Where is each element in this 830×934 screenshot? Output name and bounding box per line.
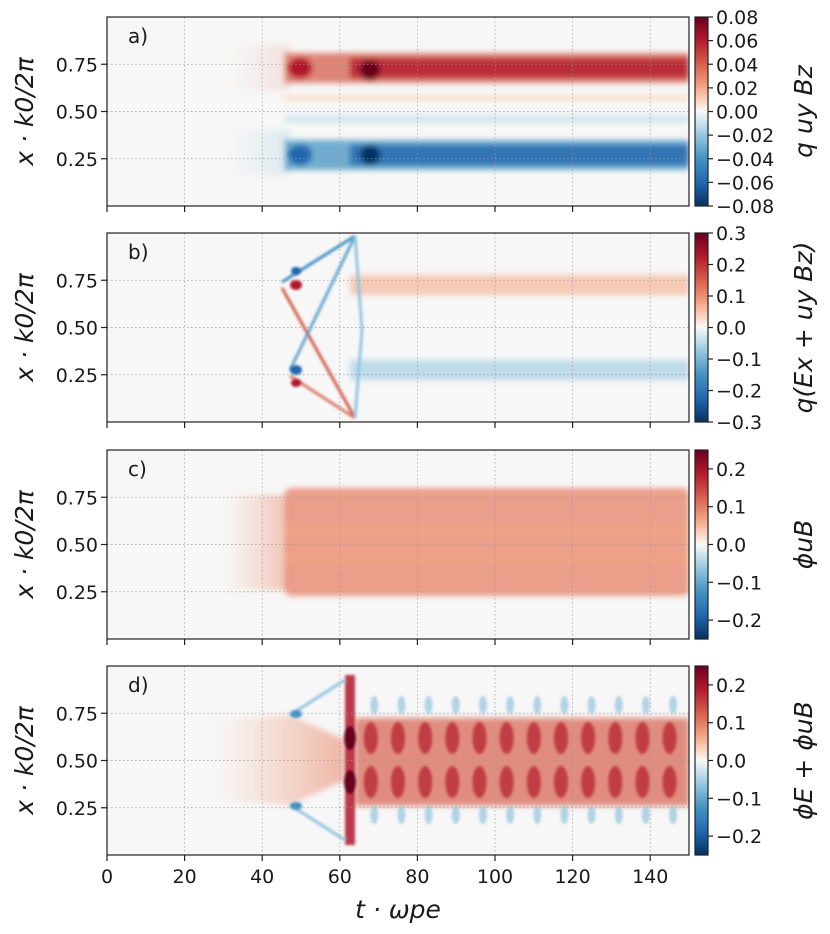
colorbar-tick-label: 0.1 [716,286,746,308]
colorbar-tick-label: 0.00 [716,102,758,124]
y-tick-label: 0.25 [56,149,98,171]
x-tick-label: 140 [632,866,668,888]
y-tick-label: 0.50 [56,751,98,773]
colorbar-tick-label: −0.2 [716,381,762,403]
y-tick-label: 0.75 [56,54,98,76]
colorbar-tick-label: 0.2 [716,459,746,481]
y-tick-label: 0.50 [56,318,98,340]
x-tick-label: 80 [405,866,429,888]
heatmap-d [107,666,689,855]
colorbar-tick-label: 0.0 [716,318,746,340]
y-tick-label: 0.50 [56,102,98,124]
colorbar-tick-label: 0.0 [716,751,746,773]
heatmap-a [107,17,689,206]
colorbar-tick-label: −0.04 [716,149,774,171]
colorbar-tick-label: −0.02 [716,125,774,147]
colorbar-tick-label: 0.08 [716,7,758,29]
colorbar-tick-label: −0.08 [716,196,774,218]
colorbar [695,666,708,855]
colorbar-title: q uy Bz [789,64,818,158]
colorbar-tick-label: −0.2 [716,826,762,848]
x-axis-title: t · ωpe [355,895,441,924]
x-tick-label: 100 [477,866,513,888]
panel-label: b) [128,240,149,264]
y-axis-title: x · k0/2π [10,489,39,599]
panel-2: 0.25 0.50 0.75 x · k0/2π b) 0.3 0.2 0.1 0.0 −0.1 −… [10,223,818,434]
colorbar-tick-label: 0.3 [716,223,746,245]
y-tick-label: 0.25 [56,582,98,604]
heatmap-c [107,450,689,639]
heatmap-b [107,233,689,422]
colorbar-tick-label: −0.1 [716,572,762,594]
y-axis-title: x · k0/2π [10,56,39,166]
x-tick-label: 120 [554,866,590,888]
colorbar-title: q(Ex + uy Bz) [789,242,818,414]
colorbar-tick-label: −0.3 [716,412,762,434]
colorbar-tick-label: −0.1 [716,788,762,810]
y-tick-label: 0.25 [56,365,98,387]
colorbar-tick-label: −0.06 [716,172,774,194]
colorbar-title: ϕuB [789,520,818,570]
panel-1: 0.25 0.50 0.75 x · k0/2π a) 0.080.060.040.020… [10,7,818,218]
panel-label: c) [128,457,147,481]
colorbar-tick-label: 0.0 [716,535,746,557]
colorbar [695,17,708,206]
panel-label: a) [128,24,148,48]
x-tick-label: 20 [173,866,197,888]
y-axis-title: x · k0/2π [10,272,39,382]
y-tick-label: 0.75 [56,270,98,292]
colorbar-tick-label: 0.2 [716,675,746,697]
panel-label: d) [128,673,149,697]
panel-3: 0.25 0.50 0.75 x · k0/2π c) 0.2 0.1 0.0 −0.1 −0.2… [10,449,818,645]
y-tick-label: 0.25 [56,798,98,820]
x-tick-label: 60 [328,866,352,888]
y-tick-label: 0.75 [56,703,98,725]
panel-4: 0 20 40 60 80 100 120 140 0.25 0.50 0.75 x · k0/2π d… [10,665,818,888]
colorbar [695,233,708,422]
colorbar-title: ϕE + ϕuB [789,701,818,820]
y-tick-label: 0.75 [56,487,98,509]
colorbar-tick-label: 0.1 [716,497,746,519]
colorbar-tick-label: 0.04 [716,54,758,76]
colorbar-tick-label: 0.06 [716,31,758,53]
colorbar [695,450,708,639]
y-tick-label: 0.50 [56,535,98,557]
colorbar-tick-label: −0.1 [716,349,762,371]
x-tick-label: 40 [250,866,274,888]
y-axis-title: x · k0/2π [10,705,39,815]
colorbar-tick-label: 0.1 [716,713,746,735]
colorbar-tick-label: 0.2 [716,255,746,277]
x-tick-label: 0 [101,866,113,888]
colorbar-tick-label: 0.02 [716,78,758,100]
colorbar-tick-label: −0.2 [716,610,762,632]
